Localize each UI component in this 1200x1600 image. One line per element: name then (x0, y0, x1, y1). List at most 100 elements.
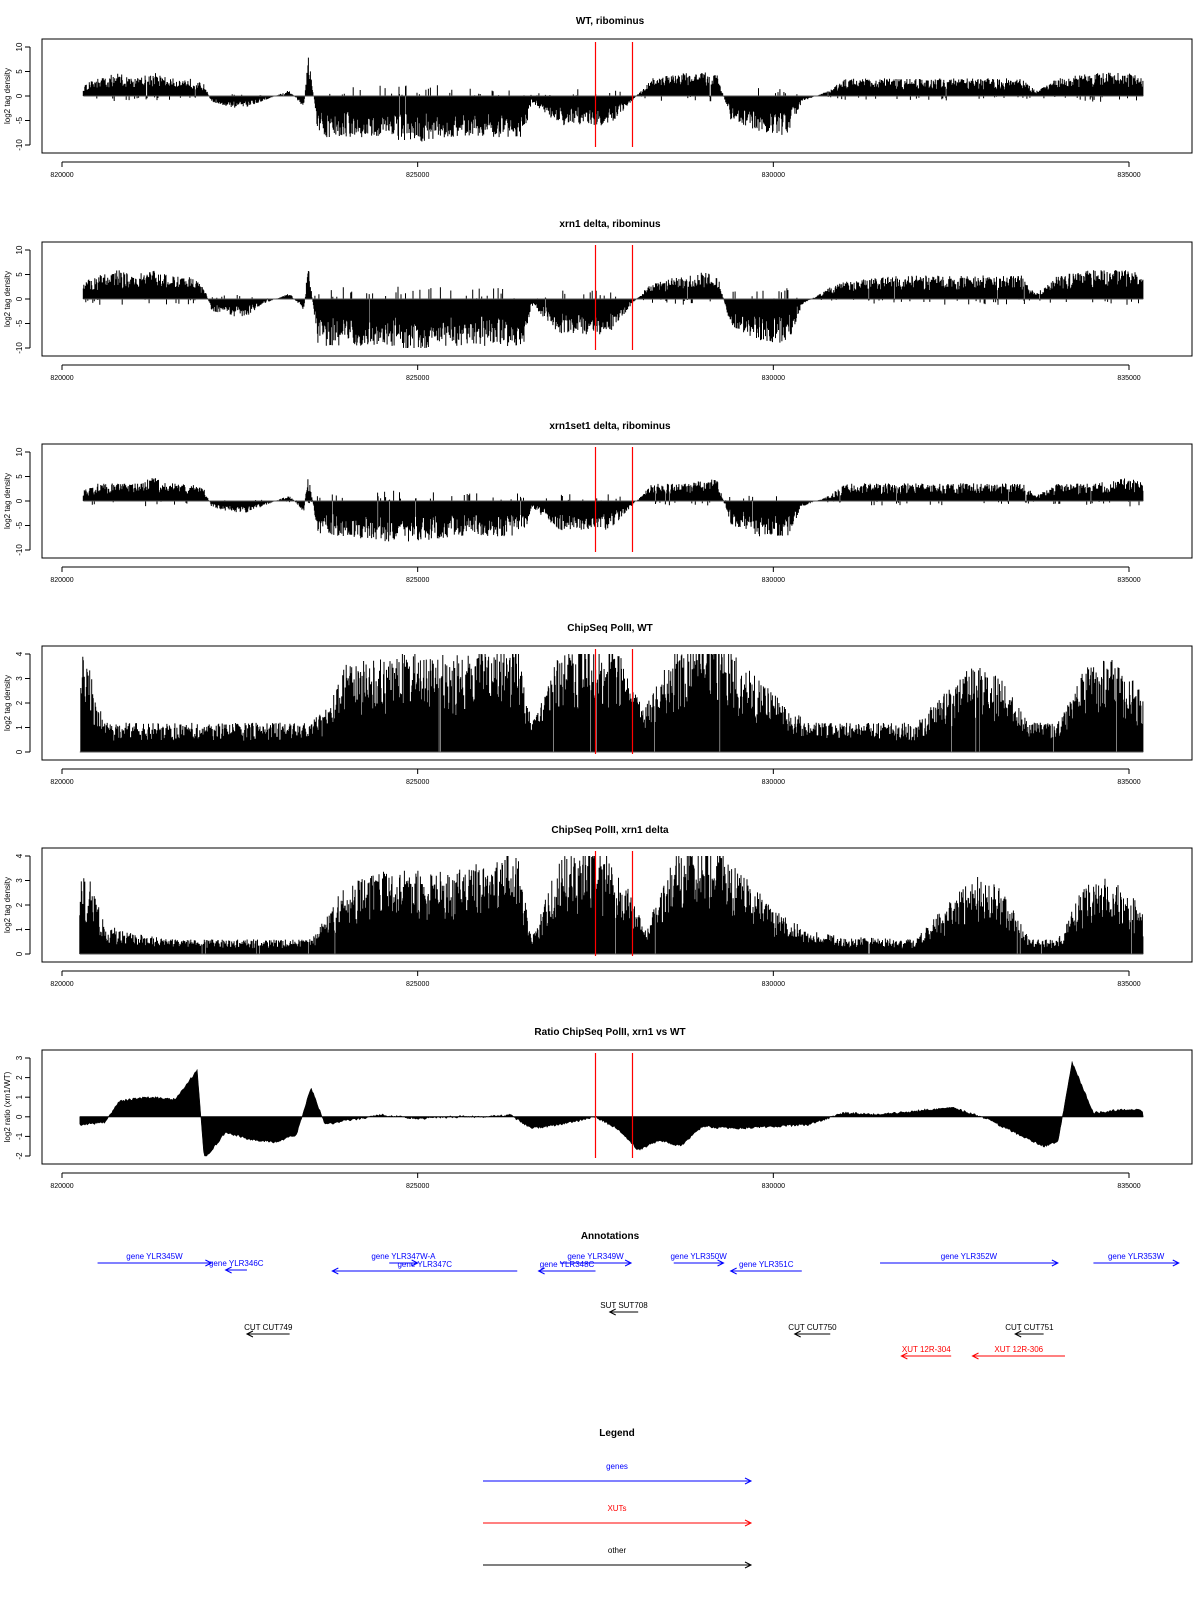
arrowhead (1172, 1259, 1180, 1267)
y-tick-label: 2 (15, 1075, 24, 1080)
feature-other: SUT SUT708 (600, 1301, 648, 1316)
feature-gene: gene YLR352W (880, 1252, 1059, 1267)
x-tick-label: 835000 (1117, 172, 1140, 179)
data-marks (82, 269, 1144, 348)
y-tick-label: 0 (15, 749, 24, 754)
x-tick-label: 825000 (406, 1183, 429, 1190)
y-tick-label: -1 (15, 1132, 24, 1140)
legend-label: genes (606, 1462, 628, 1471)
x-tick-label: 830000 (762, 1183, 785, 1190)
chart-panel-4: ChipSeq PolII, WT 0 1 2 3 4 log2 tag density 82… (3, 623, 1193, 786)
y-axis-label: log2 tag density (3, 68, 12, 124)
plot-frame (41, 443, 1193, 559)
x-tick-label: 830000 (762, 779, 785, 786)
x-tick-label: 830000 (762, 577, 785, 584)
y-tick-label: 5 (15, 69, 24, 74)
data-marks (79, 856, 1144, 955)
data-marks (82, 476, 1144, 542)
feature-gene: gene YLR345W (97, 1252, 213, 1267)
feature-label: CUT CUT750 (788, 1323, 837, 1332)
density-bars (82, 478, 1144, 542)
feature-gene: gene YLR349W (559, 1252, 633, 1267)
arrowhead (245, 1330, 254, 1338)
y-tick-label: -5 (15, 319, 24, 327)
y-tick-label: -10 (15, 139, 24, 151)
feature-label: gene YLR346C (209, 1259, 264, 1268)
data-marks (79, 1061, 1144, 1160)
annotations-title: Annotations (581, 1231, 640, 1242)
legend-item: genes (483, 1462, 753, 1485)
plot-frame (41, 645, 1193, 761)
feature-label: gene YLR347C (397, 1260, 452, 1269)
feature-gene: gene YLR347W-A (371, 1252, 436, 1267)
feature-label: CUT CUT751 (1005, 1323, 1054, 1332)
plot-frame (41, 241, 1193, 357)
y-axis-label: log2 tag density (3, 877, 12, 933)
arrowhead (744, 1561, 753, 1569)
arrowhead (624, 1259, 633, 1267)
plot-frame (41, 1049, 1193, 1165)
y-tick-label: -5 (15, 116, 24, 124)
y-tick-label: 3 (15, 878, 24, 883)
y-tick-label: 10 (15, 42, 24, 51)
feature-label: gene YLR352W (941, 1252, 998, 1261)
density-bars (79, 856, 1144, 954)
y-tick-label: 10 (15, 245, 24, 254)
data-marks (79, 653, 1144, 753)
feature-label: gene YLR348C (540, 1260, 595, 1269)
feature-gene: gene YLR348C (537, 1260, 596, 1275)
feature-gene: gene YLR346C (209, 1259, 264, 1274)
y-tick-label: 0 (15, 951, 24, 956)
x-tick-label: 825000 (406, 172, 429, 179)
density-bars (82, 270, 1144, 348)
y-tick-label: 10 (15, 447, 24, 456)
feature-label: SUT SUT708 (600, 1301, 648, 1310)
arrowhead (224, 1266, 232, 1274)
feature-label: XUT 12R-304 (902, 1345, 951, 1354)
annotations-track: Annotations gene YLR345W gene YLR346C gene … (97, 1231, 1180, 1360)
chart-title: ChipSeq PolII, xrn1 delta (551, 825, 669, 836)
x-tick-label: 830000 (762, 172, 785, 179)
arrowhead (900, 1352, 908, 1360)
feature-other: CUT CUT751 (1005, 1323, 1054, 1338)
feature-other: CUT CUT749 (244, 1323, 293, 1338)
x-tick-label: 825000 (406, 779, 429, 786)
x-tick-label: 835000 (1117, 375, 1140, 382)
x-tick-label: 830000 (762, 375, 785, 382)
x-tick-label: 820000 (50, 981, 73, 988)
arrowhead (744, 1519, 753, 1527)
y-tick-label: 1 (15, 927, 24, 932)
y-tick-label: 5 (15, 272, 24, 277)
arrowhead (608, 1308, 616, 1316)
chart-title: xrn1 delta, ribominus (559, 219, 661, 230)
legend-item: other (483, 1546, 753, 1569)
x-tick-label: 820000 (50, 779, 73, 786)
arrowhead (744, 1477, 753, 1485)
y-tick-label: 0 (15, 1114, 24, 1119)
feature-gene: gene YLR353W (1093, 1252, 1180, 1267)
feature-label: XUT 12R-306 (994, 1345, 1043, 1354)
x-tick-label: 825000 (406, 577, 429, 584)
arrowhead (793, 1330, 801, 1338)
y-tick-label: 4 (15, 651, 24, 656)
x-tick-label: 820000 (50, 172, 73, 179)
y-tick-label: 0 (15, 296, 24, 301)
arrowhead (971, 1352, 979, 1360)
y-tick-label: 2 (15, 902, 24, 907)
chart-title: xrn1set1 delta, ribominus (549, 421, 671, 432)
density-bars (82, 57, 1144, 142)
legend-label: XUTs (607, 1504, 626, 1513)
y-tick-label: -10 (15, 342, 24, 354)
x-tick-label: 830000 (762, 981, 785, 988)
feature-other: CUT CUT750 (788, 1323, 837, 1338)
feature-label: gene YLR345W (126, 1252, 183, 1261)
legend-label: other (608, 1546, 627, 1555)
feature-xut: XUT 12R-306 (971, 1345, 1065, 1360)
chart-title: ChipSeq PolII, WT (567, 623, 653, 634)
arrowhead (331, 1267, 339, 1275)
ratio-area (79, 1061, 1144, 1157)
x-tick-label: 835000 (1117, 577, 1140, 584)
feature-label: gene YLR350W (670, 1252, 727, 1261)
x-tick-label: 835000 (1117, 779, 1140, 786)
